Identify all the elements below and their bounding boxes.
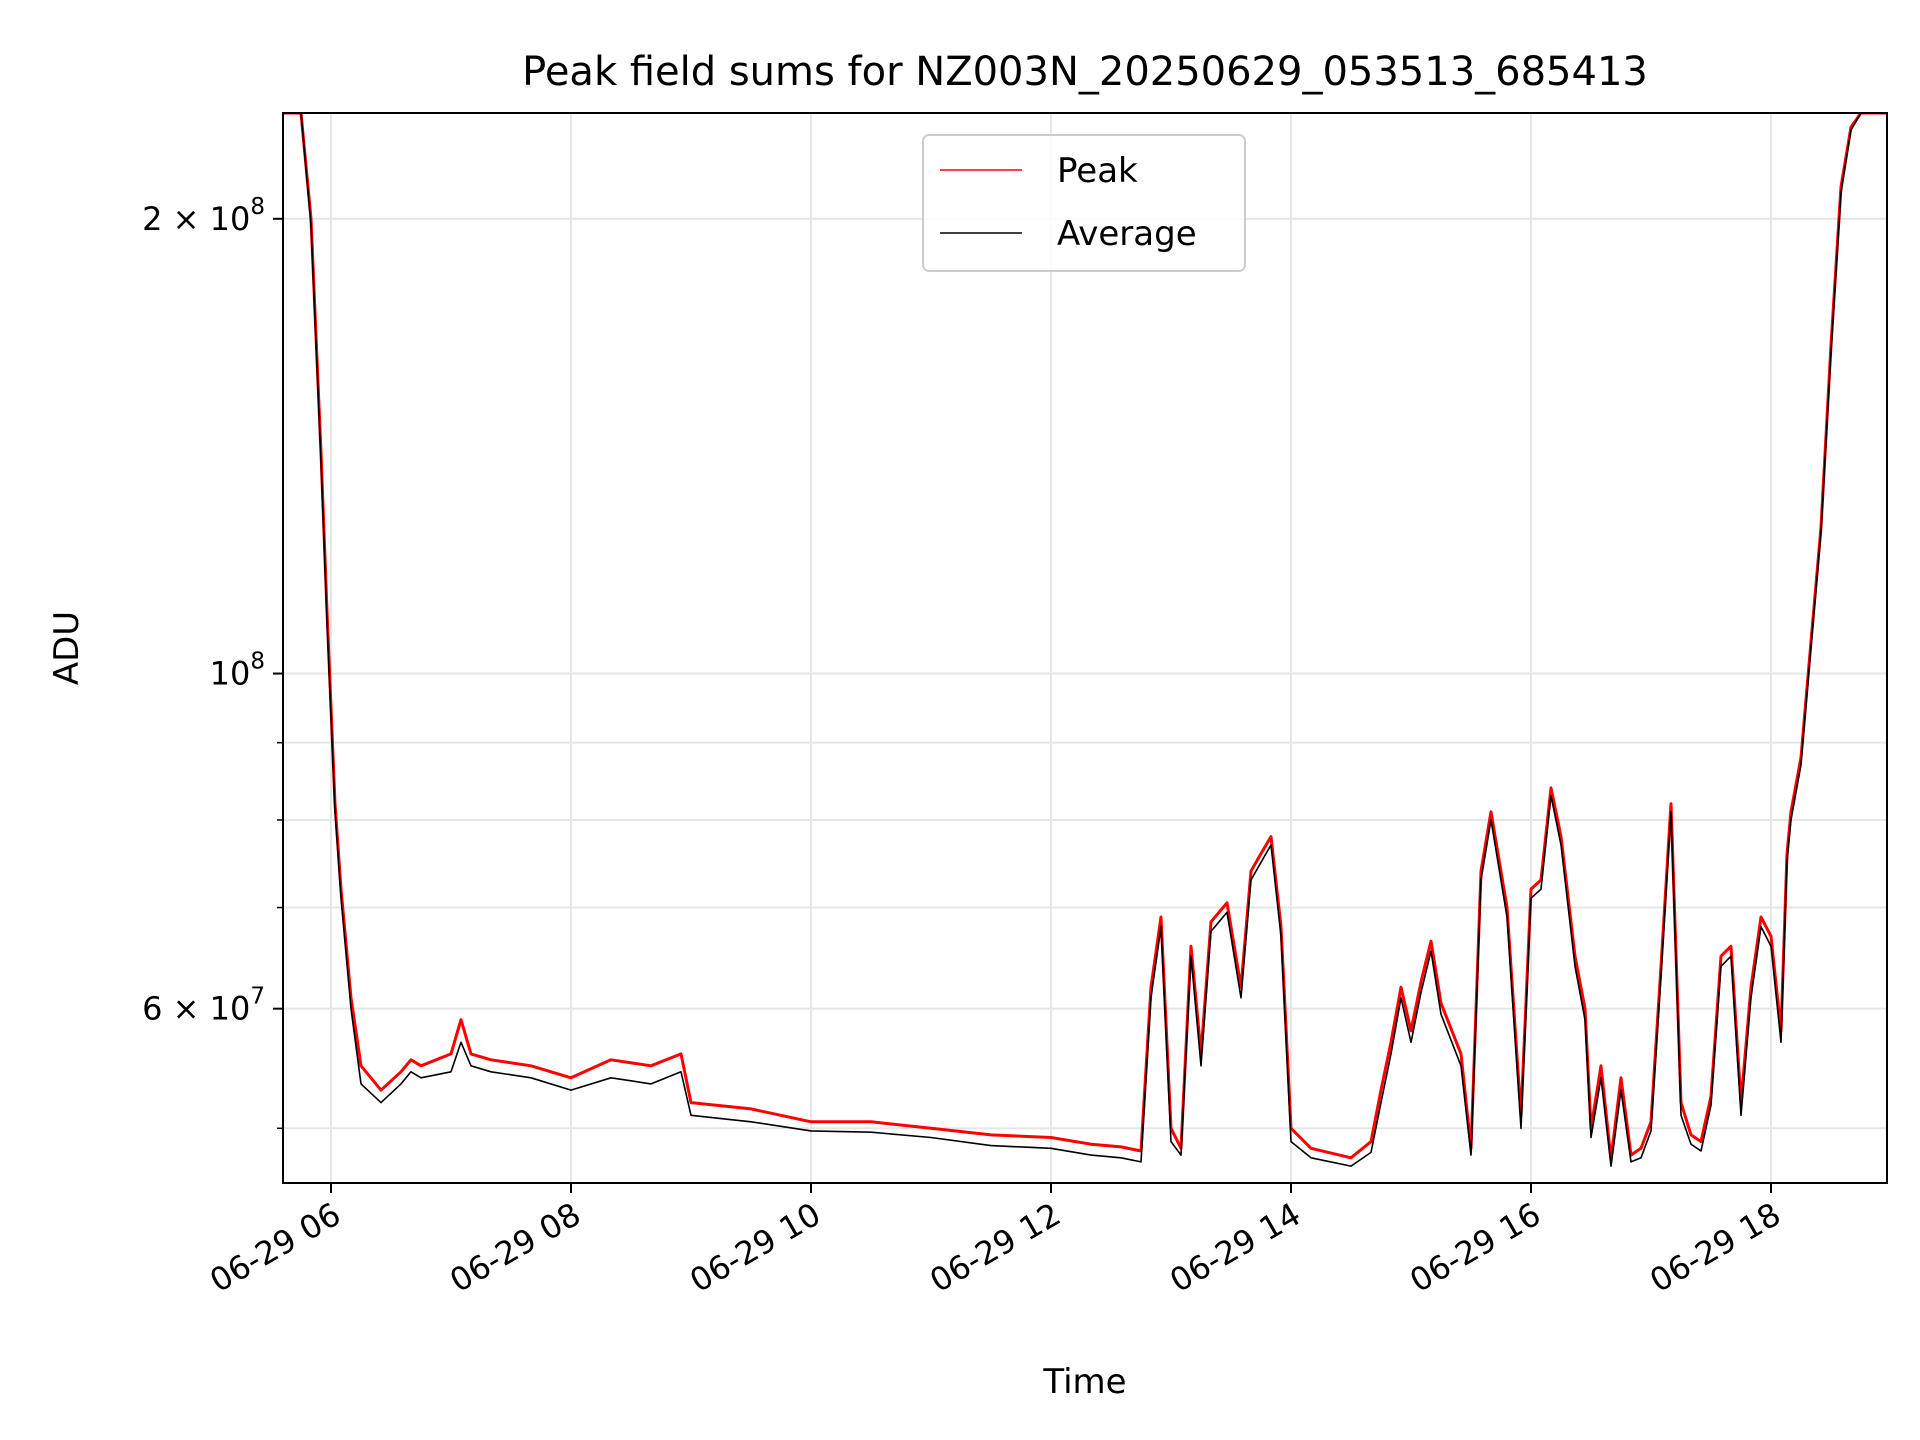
y-tick-label: 6 × 107 xyxy=(142,984,265,1028)
legend: Peak Average xyxy=(922,134,1246,272)
grid-lines xyxy=(283,113,1887,1183)
legend-label-peak: Peak xyxy=(1057,151,1138,191)
plot-frame xyxy=(282,112,1888,1184)
y-axis-label: ADU xyxy=(47,611,87,685)
legend-box xyxy=(922,134,1246,272)
legend-label-average: Average xyxy=(1057,214,1197,254)
y-tick-label: 2 × 108 xyxy=(142,194,265,238)
x-axis-label: Time xyxy=(1042,1362,1126,1402)
chart-title: Peak field sums for NZ003N_20250629_0535… xyxy=(522,49,1648,95)
series-line-average xyxy=(283,113,1887,1167)
series-line-peak xyxy=(283,113,1887,1161)
series-lines xyxy=(283,113,1887,1167)
